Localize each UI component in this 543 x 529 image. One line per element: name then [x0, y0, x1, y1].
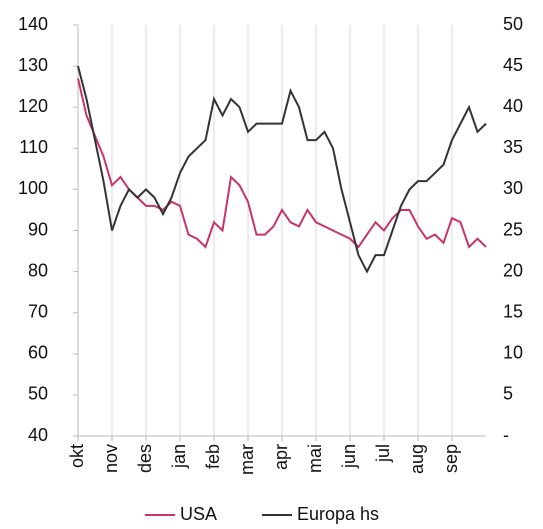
x-tick-label: jun: [339, 444, 359, 469]
x-tick-label: jan: [169, 444, 189, 469]
x-tick-label: sep: [441, 444, 461, 473]
y2-tick-label: 45: [503, 55, 523, 75]
y-tick-label: 110: [19, 137, 48, 157]
legend-label: Europa hs: [297, 504, 379, 524]
series-line: [77, 78, 487, 249]
y2-tick-label: 25: [503, 219, 523, 239]
y2-tick-label: 20: [503, 260, 523, 280]
y2-tick-label: 10: [503, 343, 523, 363]
y-tick-label: 60: [28, 343, 48, 363]
x-tick-label: aug: [407, 444, 427, 474]
y2-tick-label: 40: [503, 96, 523, 116]
x-tick-label: apr: [271, 444, 291, 470]
y-tick-label: 40: [28, 425, 48, 445]
x-tick-label: mar: [237, 444, 257, 475]
y2-tick-label: 15: [503, 301, 523, 321]
y-tick-label: 130: [18, 55, 48, 75]
legend-label: USA: [180, 504, 217, 524]
x-tick-label: okt: [67, 444, 87, 468]
y2-tick-label: 50: [503, 14, 523, 34]
x-tick-label: des: [135, 444, 155, 473]
y-tick-label: 120: [18, 96, 48, 116]
y2-tick-label: 30: [503, 178, 523, 198]
y2-tick-label: 5: [503, 384, 513, 404]
x-tick-label: jul: [373, 444, 393, 463]
x-tick-label: nov: [101, 444, 121, 473]
y-tick-label: 80: [28, 260, 48, 280]
y-tick-label: 100: [18, 178, 48, 198]
y-tick-label: 90: [28, 219, 48, 239]
y2-tick-label: -: [503, 425, 509, 445]
series-line: [77, 65, 487, 274]
y-tick-label: 70: [28, 301, 48, 321]
y2-tick-label: 35: [503, 137, 523, 157]
x-tick-label: mai: [305, 444, 325, 473]
x-tick-label: feb: [203, 444, 223, 469]
y-tick-label: 50: [28, 384, 48, 404]
y-tick-label: 140: [18, 14, 48, 34]
